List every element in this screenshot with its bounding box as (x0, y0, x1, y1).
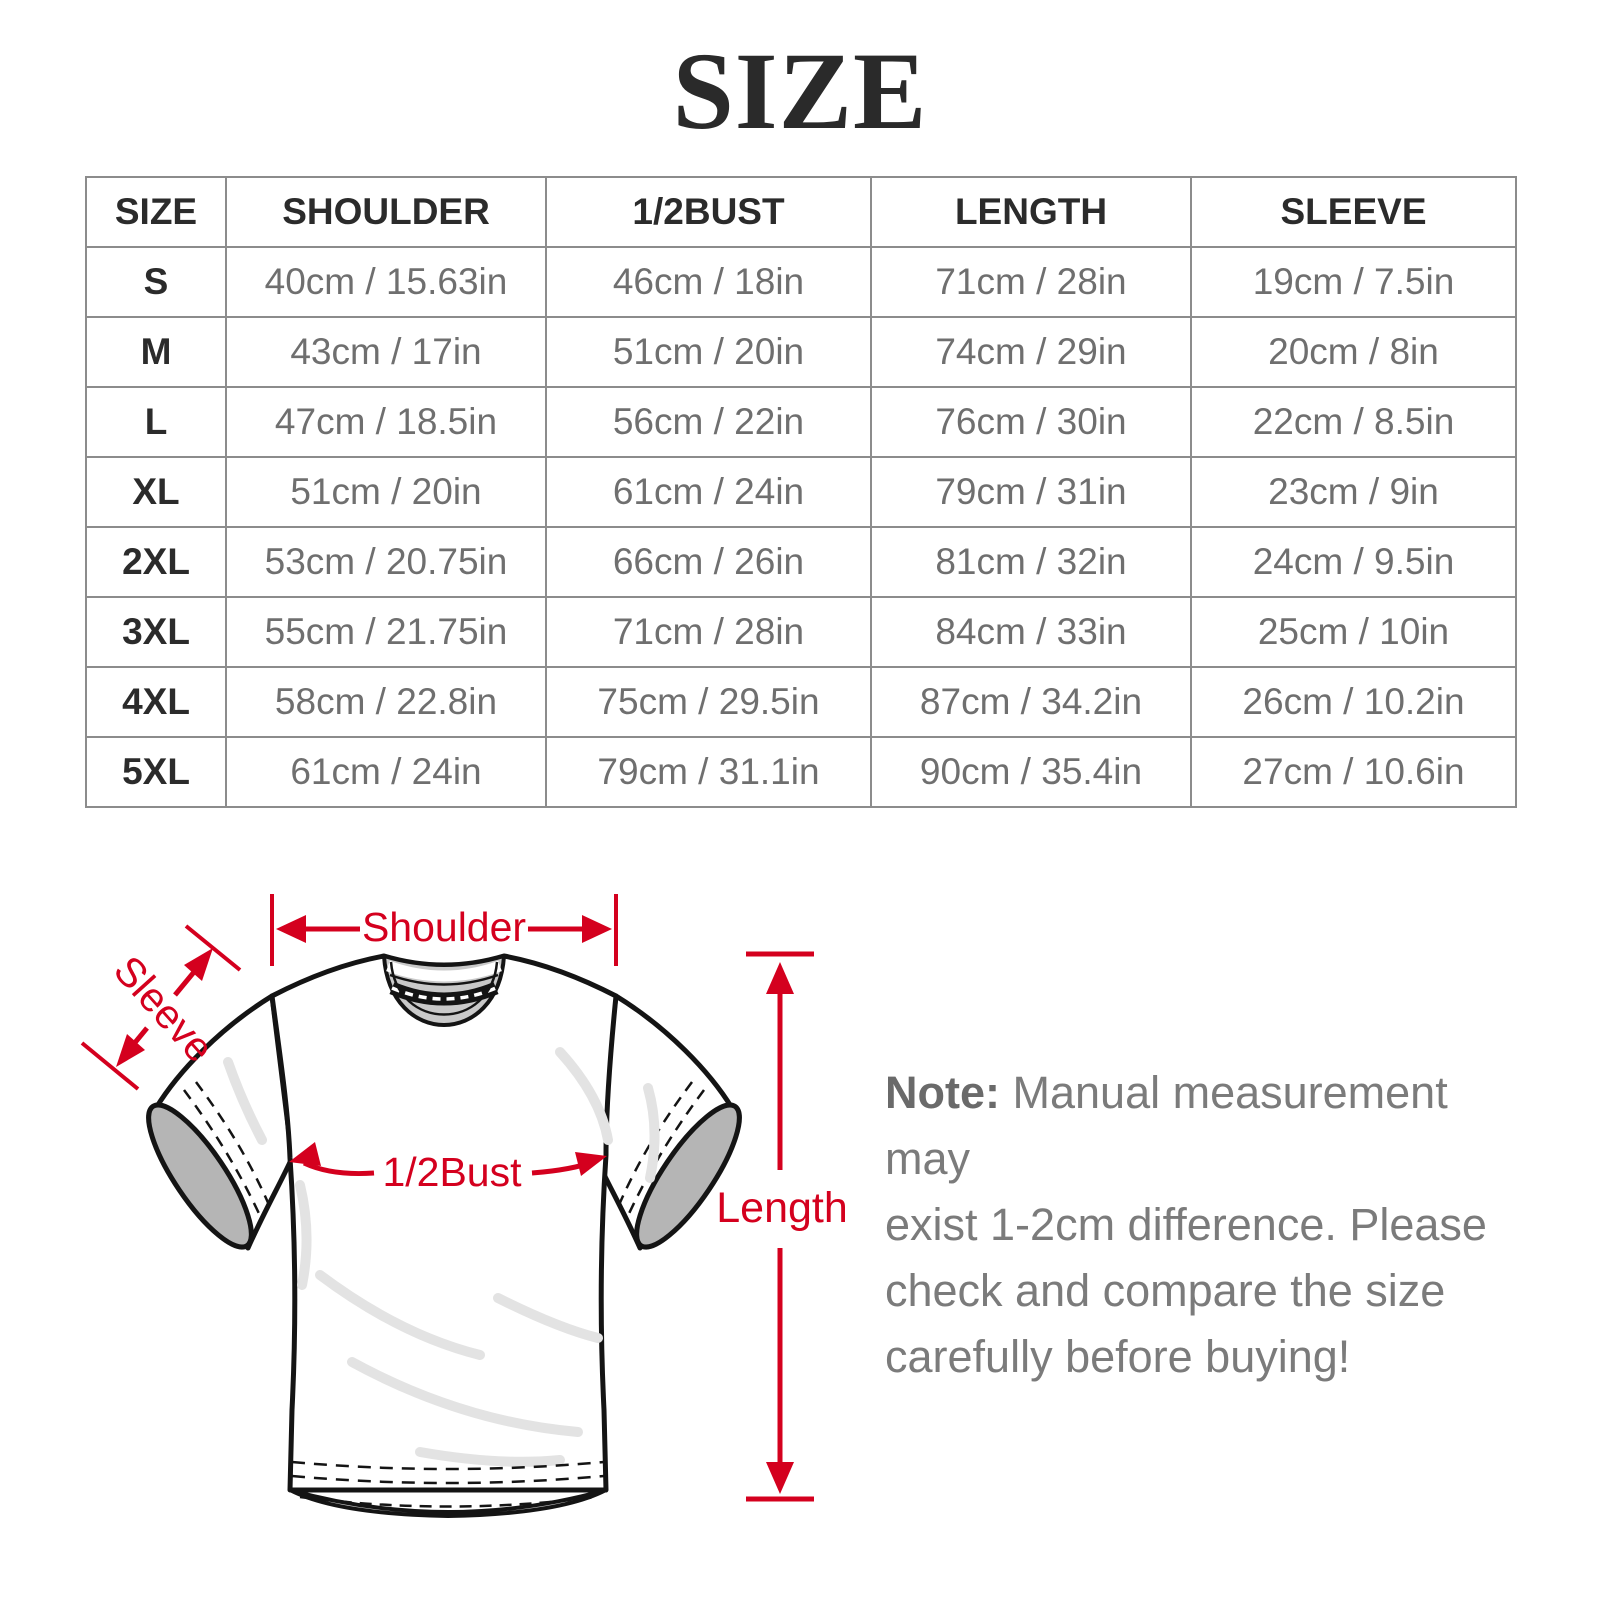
shoulder-cell: 47cm / 18.5in (225, 386, 547, 458)
right-cuff (634, 1102, 742, 1250)
table-row: 3XL 55cm / 21.75in 71cm / 28in 84cm / 33… (85, 596, 1517, 668)
shoulder-cell: 55cm / 21.75in (225, 596, 547, 668)
bust-cell: 61cm / 24in (545, 456, 872, 528)
length-label: Length (716, 1184, 848, 1232)
length-cell: 90cm / 35.4in (870, 736, 1192, 808)
tshirt-drawing (146, 953, 742, 1518)
page-title: SIZE (672, 30, 928, 152)
shoulder-cell: 53cm / 20.75in (225, 526, 547, 598)
sleeve-cell: 24cm / 9.5in (1190, 526, 1517, 598)
length-cell: 81cm / 32in (870, 526, 1192, 598)
sleeve-cell: 25cm / 10in (1190, 596, 1517, 668)
shoulder-cell: 40cm / 15.63in (225, 246, 547, 318)
bust-cell: 51cm / 20in (545, 316, 872, 388)
sleeve-cell: 26cm / 10.2in (1190, 666, 1517, 738)
size-cell: M (85, 316, 227, 388)
length-cell: 84cm / 33in (870, 596, 1192, 668)
table-row: 5XL 61cm / 24in 79cm / 31.1in 90cm / 35.… (85, 736, 1517, 808)
shoulder-cell: 58cm / 22.8in (225, 666, 547, 738)
size-cell: XL (85, 456, 227, 528)
wrinkle-lines (223, 1047, 660, 1467)
header-bust: 1/2BUST (545, 176, 872, 248)
table-row: L 47cm / 18.5in 56cm / 22in 76cm / 30in … (85, 386, 1517, 458)
collar-stitch-band (389, 981, 499, 1006)
bust-cell: 66cm / 26in (545, 526, 872, 598)
collar-opening (382, 954, 506, 1027)
bust-annotation: 1/2Bust (289, 1142, 607, 1195)
note-line: exist 1-2cm difference. Please (885, 1199, 1487, 1250)
table-row: 2XL 53cm / 20.75in 66cm / 26in 81cm / 32… (85, 526, 1517, 598)
sleeve-cell: 27cm / 10.6in (1190, 736, 1517, 808)
header-size: SIZE (85, 176, 227, 248)
header-length: LENGTH (870, 176, 1192, 248)
bust-cell: 46cm / 18in (545, 246, 872, 318)
sleeve-label: Sleeve (105, 947, 223, 1071)
measurement-note: Note: Manual measurement may exist 1-2cm… (885, 1060, 1530, 1390)
length-cell: 76cm / 30in (870, 386, 1192, 458)
note-line: carefully before buying! (885, 1331, 1351, 1382)
table-row: S 40cm / 15.63in 46cm / 18in 71cm / 28in… (85, 246, 1517, 318)
sleeve-cell: 23cm / 9in (1190, 456, 1517, 528)
header-shoulder: SHOULDER (225, 176, 547, 248)
table-header-row: SIZE SHOULDER 1/2BUST LENGTH SLEEVE (85, 176, 1517, 248)
note-line: Note: Manual measurement may (885, 1060, 1530, 1192)
shoulder-cell: 43cm / 17in (225, 316, 547, 388)
size-cell: S (85, 246, 227, 318)
length-cell: 74cm / 29in (870, 316, 1192, 388)
left-cuff (146, 1102, 254, 1250)
length-annotation: Length (716, 951, 848, 1502)
bust-cell: 79cm / 31.1in (545, 736, 872, 808)
note-text: Manual measurement may (885, 1067, 1448, 1184)
bust-label: 1/2Bust (382, 1149, 522, 1195)
shoulder-cell: 61cm / 24in (225, 736, 547, 808)
table-row: M 43cm / 17in 51cm / 20in 74cm / 29in 20… (85, 316, 1517, 388)
shoulder-cell: 51cm / 20in (225, 456, 547, 528)
size-cell: 4XL (85, 666, 227, 738)
shoulder-label: Shoulder (362, 904, 526, 950)
bust-cell: 56cm / 22in (545, 386, 872, 458)
note-label: Note: (885, 1067, 1000, 1118)
length-cell: 71cm / 28in (870, 246, 1192, 318)
size-cell: 3XL (85, 596, 227, 668)
size-cell: 2XL (85, 526, 227, 598)
bust-cell: 75cm / 29.5in (545, 666, 872, 738)
table-row: 4XL 58cm / 22.8in 75cm / 29.5in 87cm / 3… (85, 666, 1517, 738)
table-row: XL 51cm / 20in 61cm / 24in 79cm / 31in 2… (85, 456, 1517, 528)
length-cell: 87cm / 34.2in (870, 666, 1192, 738)
header-sleeve: SLEEVE (1190, 176, 1517, 248)
length-cell: 79cm / 31in (870, 456, 1192, 528)
sleeve-cell: 20cm / 8in (1190, 316, 1517, 388)
shoulder-annotation: Shoulder (270, 894, 618, 966)
size-table: SIZE SHOULDER 1/2BUST LENGTH SLEEVE S 40… (85, 176, 1517, 808)
note-line: check and compare the size (885, 1265, 1446, 1316)
sleeve-cell: 19cm / 7.5in (1190, 246, 1517, 318)
size-cell: 5XL (85, 736, 227, 808)
sleeve-cell: 22cm / 8.5in (1190, 386, 1517, 458)
size-cell: L (85, 386, 227, 458)
bust-cell: 71cm / 28in (545, 596, 872, 668)
hem-band (288, 1488, 608, 1518)
sleeve-annotation: Sleeve (80, 924, 242, 1091)
